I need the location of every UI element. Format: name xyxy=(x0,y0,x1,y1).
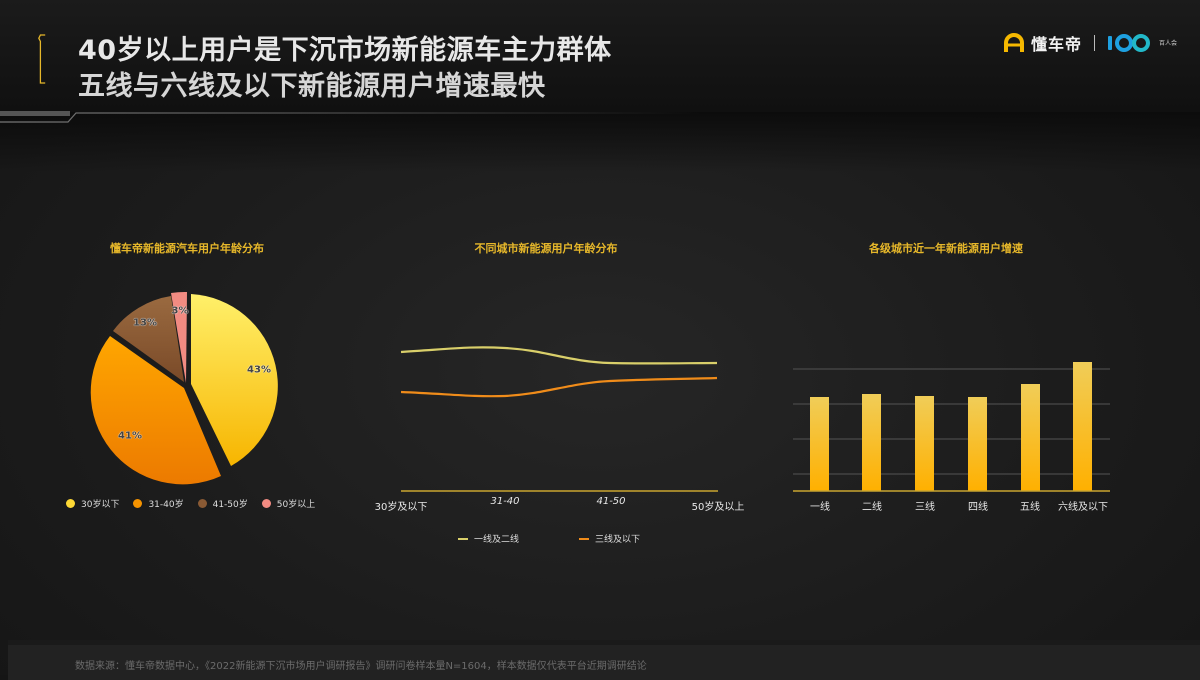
bar-tier2 xyxy=(862,394,881,491)
legend-label: 41-50岁 xyxy=(212,500,248,510)
line-legend: 一线及二线 三线及以下 xyxy=(458,532,640,545)
pie-slice-30-below xyxy=(191,294,278,466)
bar-tier5 xyxy=(1021,384,1040,491)
line-series-tier3-below xyxy=(400,376,718,398)
legend-label: 30岁以下 xyxy=(81,500,120,510)
legend-item-30-below: 30岁以下 xyxy=(66,497,119,510)
page-title-line1: 40岁以上用户是下沉市场新能源车主力群体 xyxy=(78,35,612,66)
page-title-line2: 五线与六线及以下新能源用户增速最快 xyxy=(78,71,546,102)
header-shadow xyxy=(0,112,1200,172)
header-bar xyxy=(0,0,1200,112)
header-divider xyxy=(0,111,700,123)
bar-chart-title: 各级城市近一年新能源用户增速 xyxy=(869,242,1023,255)
100-logo-icon xyxy=(1108,34,1151,52)
pie-label-3: 3% xyxy=(171,305,189,317)
legend-line-icon xyxy=(458,537,468,540)
legend-item-50-above: 50岁以上 xyxy=(261,497,316,510)
pie-slice-31-40 xyxy=(90,336,221,485)
brand-logo: 懂车帝 百人会 xyxy=(1003,30,1185,56)
line-series-tier1-2 xyxy=(400,346,718,365)
legend-label: 31-40岁 xyxy=(148,500,184,510)
pie-chart-title: 懂车帝新能源汽车用户年龄分布 xyxy=(110,242,264,255)
legend-item-tier3-below: 三线及以下 xyxy=(579,532,640,545)
legend-label: 三线及以下 xyxy=(595,535,641,545)
pie-legend: 30岁以下 31-40岁 41-50岁 50岁以上 xyxy=(66,497,315,510)
bar-xtick: 六线及以下 xyxy=(1058,502,1108,513)
legend-label: 50岁以上 xyxy=(276,500,316,510)
bar-xtick: 二线 xyxy=(862,502,882,513)
pie-label-41: 41% xyxy=(118,430,142,442)
title-bracket-icon xyxy=(38,34,46,84)
pie-label-43: 43% xyxy=(247,364,271,376)
line-xtick: 30岁及以下 xyxy=(374,502,428,513)
line-chart-title: 不同城市新能源用户年龄分布 xyxy=(474,242,618,255)
partner-small-text: 百人会 xyxy=(1159,39,1178,47)
legend-dot-icon xyxy=(261,499,271,508)
brand-name: 懂车帝 xyxy=(1031,35,1083,54)
bar-tier1 xyxy=(810,397,829,491)
bar-xtick: 一线 xyxy=(810,502,830,513)
bar-xtick: 五线 xyxy=(1020,502,1040,513)
pie-slice-50-above xyxy=(171,291,187,383)
legend-line-icon xyxy=(579,537,590,540)
legend-item-31-40: 31-40岁 xyxy=(133,497,184,510)
line-xtick: 31-40 xyxy=(490,496,520,507)
bar-tier4 xyxy=(968,397,987,491)
legend-dot-icon xyxy=(133,499,143,508)
bar-tier3 xyxy=(915,396,934,491)
bar-xtick: 四线 xyxy=(968,502,988,513)
dongchedi-logo-icon xyxy=(1004,33,1024,52)
data-source-note: 数据来源：懂车帝数据中心，《2022新能源下沉市场用户调研报告》调研问卷样本量N… xyxy=(75,661,647,672)
footer-bar: 数据来源：懂车帝数据中心，《2022新能源下沉市场用户调研报告》调研问卷样本量N… xyxy=(8,640,1200,680)
legend-label: 一线及二线 xyxy=(474,535,520,545)
line-xtick: 50岁及以上 xyxy=(691,502,745,513)
logo-separator xyxy=(1094,35,1096,51)
pie-label-13: 13% xyxy=(133,317,157,329)
pie-slice-41-50 xyxy=(113,296,184,382)
bar-tier6-below xyxy=(1073,362,1092,491)
legend-item-tier1-2: 一线及二线 xyxy=(458,532,519,545)
legend-dot-icon xyxy=(66,499,75,508)
bar-gridlines xyxy=(793,368,1110,475)
legend-dot-icon xyxy=(197,499,207,508)
legend-item-41-50: 41-50岁 xyxy=(197,497,248,510)
line-xtick: 41-50 xyxy=(596,496,626,507)
bar-xtick: 三线 xyxy=(915,502,935,513)
